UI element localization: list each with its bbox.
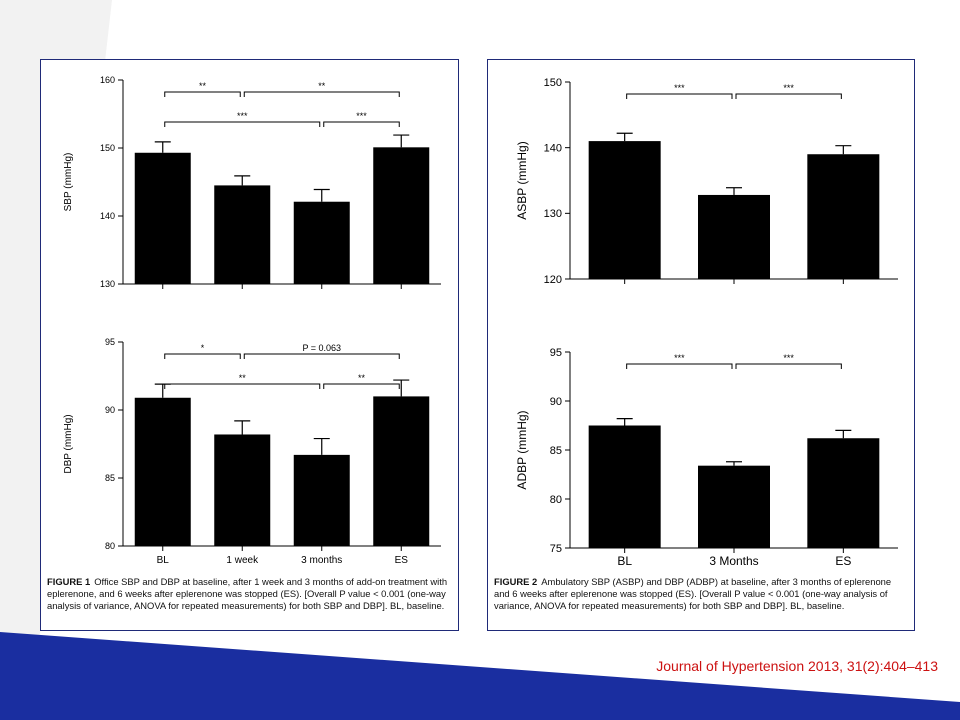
bottom-blue-band (0, 632, 960, 720)
adbp-bar (807, 438, 880, 548)
sbp-significance-bracket (323, 121, 400, 127)
figure1-panel: 130 140 150 160 SBP (mmHg) ** ** *** *** 80 85 90 9… (40, 59, 459, 631)
dbp-significance-bracket (323, 383, 400, 389)
dbp-bar (134, 397, 191, 546)
figure2-caption-text: Ambulatory SBP (ASBP) and DBP (ADBP) at … (494, 576, 892, 611)
adbp-y-tick-label: 85 (550, 445, 562, 457)
dbp-category-label: 1 week (226, 555, 259, 566)
dbp-bar (214, 434, 271, 546)
sbp-significance-label: *** (356, 111, 367, 121)
sbp-significance-bracket (243, 91, 400, 97)
dbp-category-label: ES (395, 555, 409, 566)
asbp-y-tick-label: 150 (544, 77, 562, 89)
sbp-y-axis-label: SBP (mmHg) (63, 153, 74, 212)
sbp-significance-label: *** (237, 111, 248, 121)
adbp-y-tick-label: 80 (550, 494, 562, 506)
journal-citation: Journal of Hypertension 2013, 31(2):404–… (656, 658, 938, 674)
dbp-y-tick-label: 80 (105, 541, 115, 551)
adbp-y-tick-label: 95 (550, 347, 562, 359)
sbp-significance-bracket (164, 121, 321, 127)
dbp-significance-label: * (201, 343, 205, 353)
sbp-bar (373, 147, 430, 284)
adbp-bar (588, 425, 661, 548)
sbp-significance-label: ** (199, 81, 207, 91)
asbp-chart: 120 130 140 150 ASBP (mmHg) *** *** (515, 77, 898, 286)
asbp-y-tick-label: 120 (544, 274, 562, 286)
dbp-significance-bracket (164, 353, 241, 359)
adbp-category-label: 3 Months (709, 554, 758, 568)
asbp-y-axis-label: ASBP (mmHg) (515, 141, 529, 219)
dbp-chart: 80 85 90 95 DBP (mmHg) BL 1 week 3 months ES * P =… (63, 337, 441, 566)
asbp-significance-label: *** (674, 83, 685, 93)
dbp-y-tick-label: 85 (105, 473, 115, 483)
figure2-caption-label: FIGURE 2 (494, 576, 538, 587)
dbp-significance-label: P = 0.063 (302, 343, 341, 353)
adbp-chart: 75 80 85 90 95 ADBP (mmHg) BL 3 Months ES *** *** (515, 347, 898, 568)
sbp-y-tick-label: 160 (100, 75, 115, 85)
adbp-significance-label: *** (674, 353, 685, 363)
dbp-y-tick-label: 95 (105, 337, 115, 347)
asbp-significance-label: *** (783, 83, 794, 93)
dbp-bar (373, 396, 430, 546)
dbp-significance-bracket (243, 353, 400, 359)
dbp-significance-label: ** (239, 373, 247, 383)
figure1-caption-label: FIGURE 1 (47, 576, 91, 587)
adbp-y-tick-label: 90 (550, 396, 562, 408)
dbp-category-label: 3 months (301, 555, 342, 566)
sbp-y-tick-label: 140 (100, 211, 115, 221)
dbp-y-tick-label: 90 (105, 405, 115, 415)
asbp-significance-bracket (735, 93, 842, 99)
adbp-y-tick-label: 75 (550, 543, 562, 555)
dbp-significance-label: ** (358, 373, 366, 383)
adbp-significance-bracket (626, 363, 733, 369)
figure2-caption: FIGURE 2 Ambulatory SBP (ASBP) and DBP (A… (494, 576, 908, 611)
adbp-bar (698, 465, 770, 548)
sbp-significance-label: ** (318, 81, 326, 91)
adbp-significance-bracket (735, 363, 842, 369)
adbp-significance-label: *** (783, 353, 794, 363)
asbp-bar (807, 154, 880, 279)
adbp-category-label: ES (835, 554, 851, 568)
asbp-bar (698, 194, 770, 279)
dbp-category-label: BL (157, 555, 170, 566)
sbp-y-tick-label: 130 (100, 279, 115, 289)
asbp-y-tick-label: 140 (544, 143, 562, 155)
dbp-significance-bracket (164, 383, 321, 389)
figure1-caption-text: Office SBP and DBP at baseline, after 1 … (47, 576, 448, 611)
adbp-y-axis-label: ADBP (mmHg) (515, 410, 529, 489)
sbp-bar (293, 201, 350, 284)
sbp-bar (214, 185, 271, 284)
figure2-charts: 120 130 140 150 ASBP (mmHg) *** *** 75 80 85 90 95… (515, 77, 898, 568)
figure1-caption: FIGURE 1 Office SBP and DBP at baseline, … (47, 576, 452, 611)
figure2-panel: 120 130 140 150 ASBP (mmHg) *** *** 75 80 85 90 95… (487, 59, 915, 631)
dbp-y-axis-label: DBP (mmHg) (63, 414, 74, 473)
adbp-category-label: BL (617, 554, 632, 568)
asbp-y-tick-label: 130 (544, 208, 562, 220)
dbp-bar (293, 454, 350, 546)
sbp-bar (134, 152, 191, 284)
sbp-significance-bracket (164, 91, 241, 97)
asbp-bar (588, 141, 661, 279)
asbp-significance-bracket (626, 93, 733, 99)
sbp-y-tick-label: 150 (100, 143, 115, 153)
